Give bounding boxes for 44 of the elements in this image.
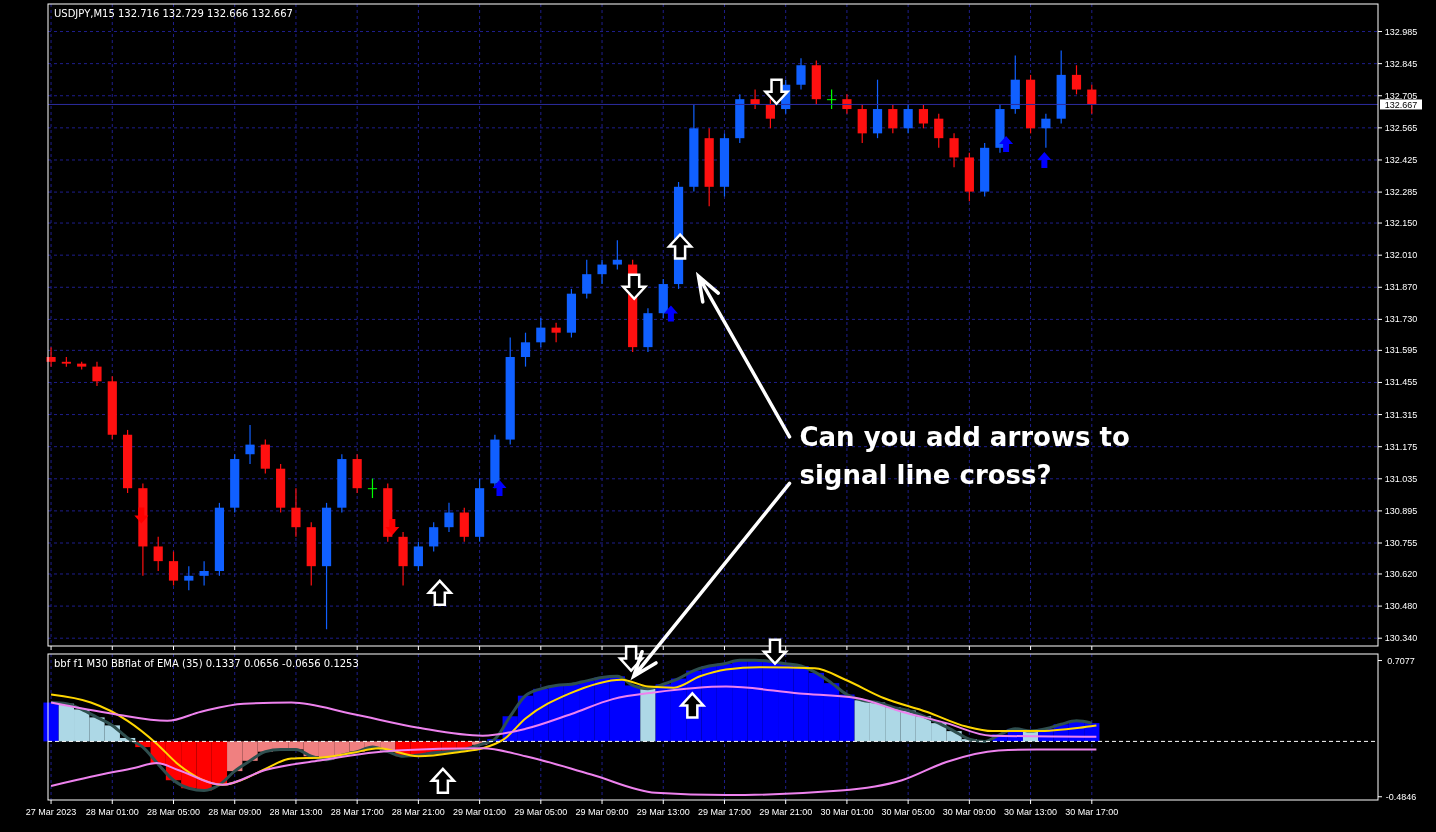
y-tick-label: 130.755 (1384, 538, 1418, 549)
x-tick-label: 30 Mar 05:00 (881, 807, 935, 817)
y-tick-label: 131.730 (1384, 314, 1418, 325)
y-tick-label: 131.870 (1384, 282, 1418, 293)
y-tick-label: 132.425 (1384, 154, 1418, 165)
y-tick-label: 130.340 (1384, 633, 1418, 644)
x-tick-label: 30 Mar 17:00 (1065, 807, 1119, 817)
y-tick-label: 131.595 (1384, 345, 1418, 356)
x-tick-label: 29 Mar 13:00 (636, 807, 690, 817)
chart-title: bbf f1 M30 BBflat of EMA (35) 0.1337 0.0656 -0.0656 0.1253 (54, 658, 359, 669)
x-tick-label: 28 Mar 09:00 (208, 807, 262, 817)
y-tick-label: 132.565 (1384, 122, 1418, 133)
x-tick-label: 29 Mar 01:00 (453, 807, 507, 817)
y-tick-label: 130.895 (1384, 505, 1418, 516)
x-tick-label: 30 Mar 01:00 (820, 807, 874, 817)
x-tick-label: 27 Mar 2023 (25, 807, 77, 817)
x-tick-label: 29 Mar 05:00 (514, 807, 568, 817)
y-tick-label: 130.480 (1384, 601, 1418, 612)
y-tick-label: 132.705 (1384, 90, 1418, 101)
y-tick-label: 131.175 (1384, 441, 1418, 452)
y-tick-label: 132.150 (1384, 218, 1418, 229)
chart-title: USDJPY,M15 132.716 132.729 132.666 132.667 (54, 8, 293, 19)
annotation: Can you add arrows to signal line cross? (799, 421, 1130, 490)
y-tick-label: 132.845 (1384, 58, 1418, 69)
ref-line-label: 132.667 (1384, 99, 1418, 110)
x-tick-label: 29 Mar 09:00 (575, 807, 629, 817)
x-tick-label: 30 Mar 13:00 (1004, 807, 1058, 817)
y-tick-label: 131.035 (1384, 473, 1418, 484)
x-tick-label: 29 Mar 21:00 (759, 807, 813, 817)
y-tick-label: 131.455 (1384, 377, 1418, 388)
x-tick-label: 28 Mar 01:00 (85, 807, 139, 817)
y-tick-label: 132.985 (1384, 26, 1418, 37)
y-tick-label: 132.010 (1384, 250, 1418, 261)
x-tick-label: 28 Mar 13:00 (269, 807, 323, 817)
x-tick-label: 30 Mar 09:00 (942, 807, 996, 817)
y-tick-label: 0.7077 (1387, 655, 1415, 666)
x-tick-label: 28 Mar 05:00 (146, 807, 201, 817)
y-tick-label: 130.620 (1384, 568, 1418, 579)
y-tick-label: 131.315 (1384, 409, 1418, 420)
x-tick-label: 28 Mar 17:00 (330, 807, 384, 817)
x-tick-label: 28 Mar 21:00 (391, 807, 445, 817)
y-tick-label: 132.285 (1384, 187, 1418, 198)
y-tick-label: -0.4846 (1385, 791, 1417, 802)
x-tick-label: 29 Mar 17:00 (697, 807, 751, 817)
